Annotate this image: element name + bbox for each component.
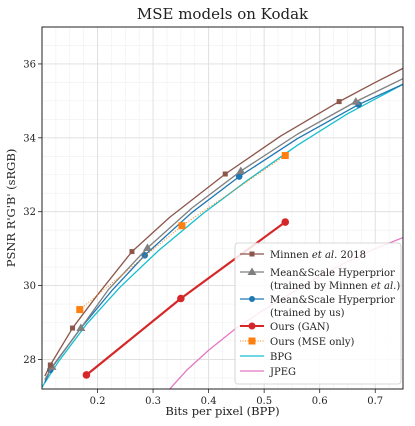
series-line-minnen [44,67,403,377]
legend-label-bpg: BPG [270,352,292,363]
legend-marker-minnen [249,251,255,257]
x-axis-ticks: 0.2 0.3 0.4 0.5 0.6 0.7 [90,389,383,407]
legend-label-minnen-part1: Minnen [270,250,312,261]
y-tick-label: 34 [23,133,36,144]
legend-marker-ours-mse [248,337,256,345]
y-tick-label: 30 [23,281,36,292]
x-tick-label: 0.4 [201,396,217,407]
legend-entry-ours-gan: Ours (GAN) [240,322,330,333]
legend-entry-jpeg: JPEG [240,367,296,378]
legend-label-meanscale-minnen-l2c: ) [396,281,400,292]
data-point-minnen [70,325,76,331]
data-point-ours_mse [178,222,186,230]
data-point-ours_gan [82,371,91,379]
series-line-meanscale_minnen [44,78,403,381]
major-grid [42,27,403,389]
legend-label-jpeg: JPEG [269,367,296,378]
x-tick-label: 0.3 [145,396,161,407]
data-point-minnen [336,99,342,105]
legend-label-minnen: Minnen et al. 2018 [270,250,366,261]
x-tick-label: 0.5 [256,396,272,407]
y-tick-label: 28 [23,355,36,366]
legend-entry-meanscale-minnen: Mean&Scale Hyperprior (trained by Minnen… [240,267,400,292]
legend-label-ours-mse: Ours (MSE only) [270,337,355,348]
legend-label-meanscale-minnen-etal: et al. [371,281,396,292]
series-bpg [42,83,403,388]
legend-entry-minnen: Minnen et al. 2018 [240,250,366,261]
x-axis-label: Bits per pixel (BPP) [165,404,279,418]
x-tick-label: 0.2 [90,396,106,407]
data-point-meanscale_us [235,173,243,180]
legend-label-minnen-etal: et al. [312,250,337,261]
data-point-meanscale_minnen [236,166,246,175]
legend-label-meanscale-minnen-line1: Mean&Scale Hyperprior [270,268,395,279]
y-axis-ticks: 28 30 32 34 36 [23,59,42,366]
data-point-meanscale_minnen [143,243,153,251]
data-point-minnen [129,249,135,255]
legend-label-ours-gan: Ours (GAN) [270,322,330,333]
legend-marker-ours-gan [248,322,256,330]
x-tick-label: 0.7 [367,396,383,407]
data-point-meanscale_us [141,251,149,259]
y-axis-label: PSNR R'G'B' (sRGB) [4,149,18,268]
data-point-minnen [222,171,228,177]
chart-title: MSE models on Kodak [137,5,309,23]
legend-entry-meanscale-us: Mean&Scale Hyperprior (trained by us) [240,295,395,319]
legend-marker-meanscale-us [249,296,255,302]
legend-box [234,242,402,385]
data-point-ours_mse [281,152,289,160]
series-ours_mse [76,152,289,314]
data-point-meanscale_minnen [76,323,86,332]
plot-frame [41,26,404,390]
y-tick-label: 32 [23,207,36,218]
legend-label-meanscale-us-line1: Mean&Scale Hyperprior [270,295,395,306]
y-tick-label: 36 [23,59,36,70]
x-tick-label: 0.6 [312,396,328,407]
legend: Minnen et al. 2018 Mean&Scale Hyperprior… [234,242,402,385]
legend-label-meanscale-minnen-line2: (trained by Minnen et al.) [270,281,400,292]
data-point-ours_gan [177,294,185,303]
legend-label-minnen-part3: 2018 [337,250,366,261]
data-point-meanscale_minnen [351,97,361,105]
data-point-ours_gan [281,218,290,226]
legend-label-meanscale-us-line2: (trained by us) [270,308,345,319]
legend-entry-ours-mse: Ours (MSE only) [240,337,355,348]
legend-label-meanscale-minnen-l2a: (trained by Minnen [270,281,371,292]
legend-entry-bpg: BPG [240,352,292,363]
series-line-bpg [42,83,403,388]
series-minnen [44,67,403,377]
series-layer [42,67,403,389]
data-point-ours_mse [76,306,84,314]
data-point-minnen [47,362,53,368]
legend-marker-meanscale-minnen [247,267,257,275]
